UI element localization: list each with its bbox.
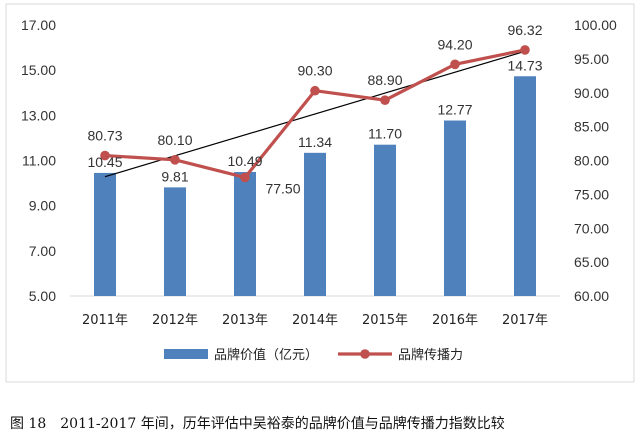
right-tick-label: 95.00: [574, 51, 609, 67]
left-tick-label: 9.00: [29, 198, 56, 214]
line-data-label: 90.30: [297, 63, 332, 79]
line-data-label: 94.20: [437, 36, 472, 52]
bar: [304, 152, 326, 296]
left-tick-label: 5.00: [29, 288, 56, 304]
bar: [164, 187, 186, 296]
bar-data-label: 14.73: [507, 57, 542, 73]
right-tick-label: 70.00: [574, 220, 609, 236]
line-point: [170, 155, 180, 165]
right-axis: 60.00 65.00 70.00 75.00 80.00 85.00 90.00 95.00…: [574, 17, 617, 304]
right-tick-label: 80.00: [574, 153, 609, 169]
category-label: 2016年: [432, 313, 478, 328]
right-tick-label: 85.00: [574, 119, 609, 135]
line-data-label: 96.32: [507, 22, 542, 38]
left-tick-label: 7.00: [29, 243, 56, 259]
line-data-label: 88.90: [367, 72, 402, 88]
line-point: [310, 85, 320, 96]
left-tick-label: 17.00: [21, 17, 56, 33]
left-tick-label: 13.00: [21, 107, 56, 123]
line-data-labels: 80.73 80.10 77.50 90.30 88.90 94.20 96.32: [87, 22, 542, 197]
left-tick-label: 11.00: [22, 153, 56, 169]
line-data-label: 80.10: [157, 132, 192, 148]
left-axis: 5.00 7.00 9.00 11.00 13.00 15.00 17.00: [21, 17, 56, 304]
chart-frame: 5.00 7.00 9.00 11.00 13.00 15.00 17.00 60.00 65…: [5, 3, 635, 383]
bar: [374, 144, 396, 296]
line-series: [100, 45, 530, 183]
figure-caption-text: 2011-2017 年间，历年评估中吴裕泰的品牌价值与品牌传播力指数比较: [60, 416, 505, 432]
right-tick-label: 65.00: [574, 254, 609, 270]
right-tick-label: 60.00: [574, 288, 609, 304]
line-point: [520, 45, 530, 55]
bar-data-label: 11.34: [298, 134, 332, 150]
bar-data-label: 11.70: [368, 126, 402, 142]
legend: 品牌价值（亿元） 品牌传播力: [164, 347, 463, 363]
bar-data-label: 10.45: [87, 154, 122, 170]
bar-series: [94, 76, 536, 297]
figure-number: 图 18: [10, 416, 47, 432]
line-data-label: 77.50: [265, 180, 300, 196]
category-label: 2017年: [502, 313, 548, 328]
line-point: [450, 59, 460, 70]
chart: 5.00 7.00 9.00 11.00 13.00 15.00 17.00 60.00 65…: [5, 3, 635, 383]
category-labels: 2011年 2012年 2013年 2014年 2015年 2016年 2017年: [82, 313, 548, 328]
bar: [444, 120, 466, 296]
right-tick-label: 100.00: [574, 17, 617, 33]
legend-line-marker: [360, 349, 370, 359]
right-tick-label: 75.00: [574, 186, 609, 202]
category-label: 2015年: [362, 313, 408, 328]
line-point: [240, 172, 250, 183]
bar-data-labels: 10.45 9.81 10.49 11.34 11.70 12.77 14.73: [87, 57, 542, 184]
bar: [94, 172, 116, 296]
line-point: [100, 150, 110, 161]
category-label: 2011年: [82, 313, 128, 328]
left-tick-label: 15.00: [21, 62, 56, 78]
category-label: 2012年: [152, 313, 198, 328]
bar-data-label: 9.81: [161, 168, 188, 184]
right-tick-label: 90.00: [574, 85, 609, 101]
category-label: 2013年: [222, 313, 268, 328]
bar-data-label: 12.77: [437, 102, 472, 118]
legend-bar-swatch: [164, 349, 208, 359]
bar-data-label: 10.49: [227, 153, 262, 169]
legend-line-label: 品牌传播力: [398, 347, 463, 363]
line-data-label: 80.73: [87, 128, 122, 144]
legend-bar-label: 品牌价值（亿元）: [214, 347, 318, 363]
bar: [234, 172, 256, 296]
bar: [514, 76, 536, 297]
line-point: [380, 95, 390, 106]
figure-caption: 图 18 2011-2017 年间，历年评估中吴裕泰的品牌价值与品牌传播力指数比较: [0, 413, 640, 433]
category-label: 2014年: [292, 313, 338, 328]
